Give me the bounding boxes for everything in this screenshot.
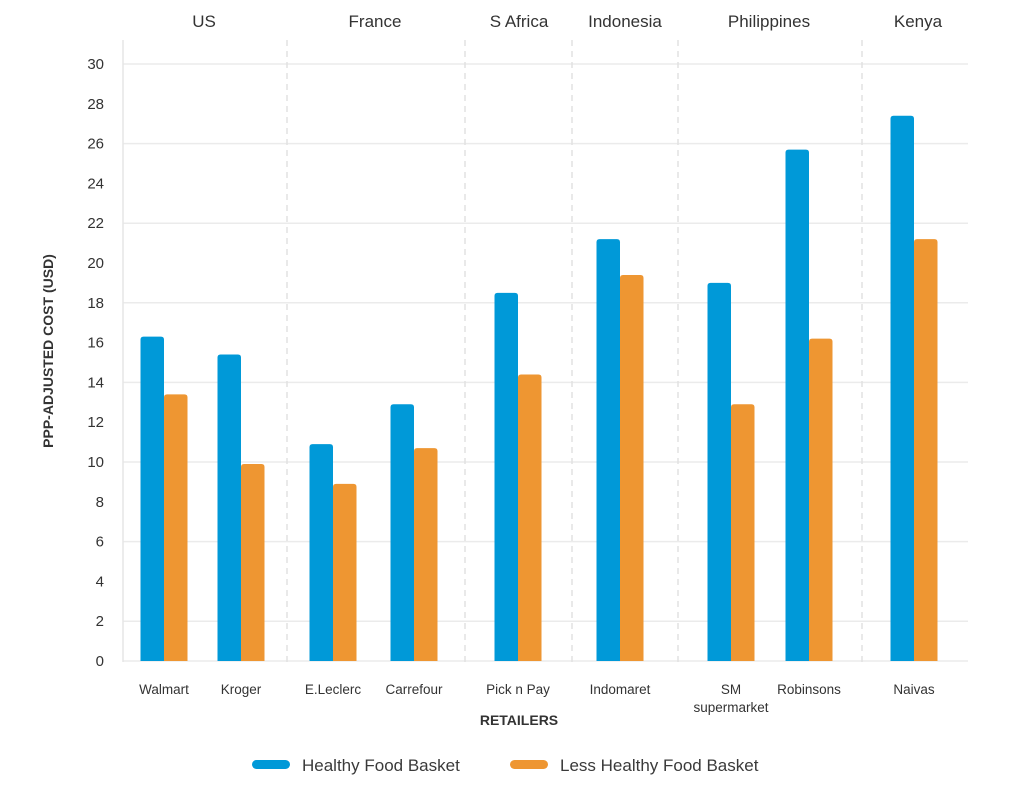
bar-healthy-robinsons [785,149,809,661]
y-tick-label: 28 [87,96,104,113]
y-axis-title: PPP-ADJUSTED COST (USD) [40,254,56,448]
country-separators [286,40,863,662]
x-tick-label: Robinsons [777,682,841,697]
country-label: Indonesia [588,12,662,31]
bar-less-healthy-sm-supermarket [731,404,755,661]
y-tick-label: 16 [87,335,104,352]
bar-less-healthy-naivas [914,239,938,661]
x-tick-label: Walmart [139,682,189,697]
x-tick-label: Naivas [893,682,935,697]
y-tick-label: 12 [87,414,104,431]
x-tick-label-line: supermarket [693,700,768,715]
bar-healthy-pick-n-pay [494,292,518,661]
x-tick-label-line: SM [721,682,741,697]
y-tick-label: 24 [87,175,104,192]
country-label: France [349,12,402,31]
bars [140,115,938,662]
legend: Healthy Food Basket Less Healthy Food Bas… [252,756,759,775]
bar-less-healthy-carrefour [414,448,438,661]
x-tick-label: Kroger [221,682,262,697]
y-tick-label: 10 [87,454,104,471]
country-labels: US France S Africa Indonesia Philippines Keny… [192,12,942,31]
y-tick-label: 0 [96,653,104,670]
bar-healthy-sm-supermarket [707,282,731,661]
bar-less-healthy-indomaret [620,274,644,661]
bar-less-healthy-e-leclerc [333,483,357,661]
bar-less-healthy-pick-n-pay [518,374,542,661]
y-tick-label: 4 [96,573,104,590]
x-tick-label: Carrefour [385,682,443,697]
bar-healthy-e-leclerc [309,444,333,661]
x-tick-label: Indomaret [590,682,651,697]
legend-label: Less Healthy Food Basket [560,756,759,775]
x-axis-category-labels: Walmart Kroger E.Leclerc Carrefour Pick n Pa… [139,682,935,715]
y-tick-label: 20 [87,255,104,272]
bar-less-healthy-walmart [164,394,188,661]
bar-healthy-indomaret [596,239,620,661]
legend-label: Healthy Food Basket [302,756,460,775]
y-tick-label: 30 [87,56,104,73]
bar-healthy-kroger [217,354,241,661]
bar-healthy-walmart [140,336,164,661]
y-tick-label: 18 [87,295,104,312]
country-label: US [192,12,216,31]
x-axis-title: RETAILERS [480,712,558,728]
bar-less-healthy-kroger [241,463,265,661]
bar-less-healthy-robinsons [809,338,833,661]
y-tick-label: 6 [96,534,104,551]
y-tick-label: 2 [96,613,104,630]
legend-swatch-healthy [252,760,290,769]
x-tick-label: Pick n Pay [486,682,550,697]
x-tick-label: SM supermarket [693,682,768,715]
y-tick-label: 14 [87,374,104,391]
y-tick-label: 22 [87,215,104,232]
country-label: S Africa [490,12,549,31]
bar-healthy-naivas [890,115,914,662]
bar-healthy-carrefour [390,404,414,661]
y-tick-label: 8 [96,494,104,511]
country-label: Kenya [894,12,943,31]
country-label: Philippines [728,12,810,31]
x-tick-label: E.Leclerc [305,682,362,697]
legend-swatch-less-healthy [510,760,548,769]
y-tick-label: 26 [87,136,104,153]
